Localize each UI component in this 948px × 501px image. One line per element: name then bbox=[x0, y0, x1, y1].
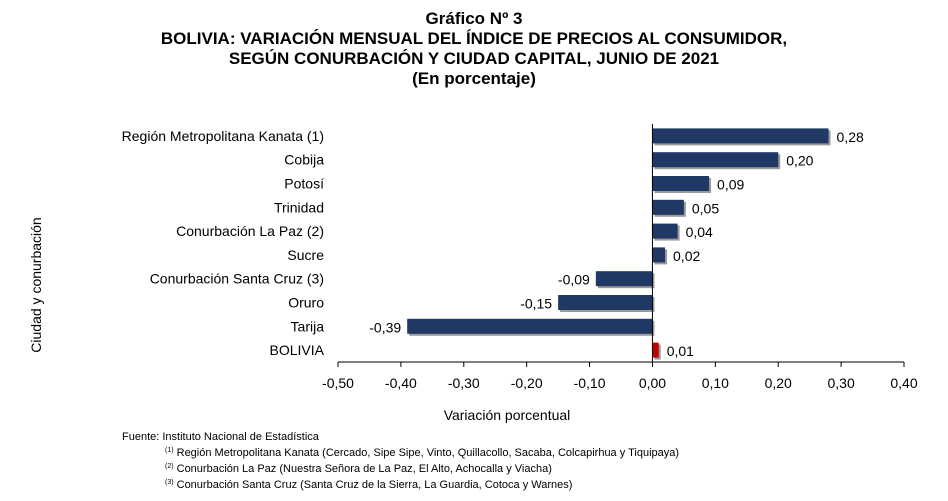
x-tick-label: -0,10 bbox=[574, 375, 606, 391]
x-tick-label: 0,00 bbox=[639, 375, 666, 391]
x-axis-title: Variación porcentual bbox=[444, 407, 571, 423]
footnote-1: (1) Región Metropolitana Kanata (Cercado… bbox=[122, 444, 679, 460]
chart-number-title: Gráfico Nº 3 bbox=[425, 9, 523, 28]
data-label: 0,20 bbox=[786, 153, 813, 169]
chart-title-line-1: BOLIVIA: VARIACIÓN MENSUAL DEL ÍNDICE DE… bbox=[160, 29, 788, 48]
footnote-2-text: Conurbación La Paz (Nuestra Señora de La… bbox=[173, 463, 552, 475]
category-label: Tarija bbox=[291, 318, 325, 334]
x-tick-label: 0,10 bbox=[702, 375, 729, 391]
x-tick-label: -0,20 bbox=[511, 375, 543, 391]
x-tick-label: -0,50 bbox=[322, 375, 354, 391]
bar bbox=[652, 223, 678, 239]
chart-titles: Gráfico Nº 3 BOLIVIA: VARIACIÓN MENSUAL … bbox=[0, 9, 948, 89]
data-label: -0,15 bbox=[520, 296, 552, 312]
data-label: 0,04 bbox=[686, 224, 713, 240]
bar bbox=[652, 152, 779, 168]
data-label: 0,05 bbox=[692, 200, 719, 216]
bar bbox=[558, 295, 653, 310]
chart-footer: Fuente: Instituto Nacional de Estadístic… bbox=[122, 431, 679, 492]
chart-title-line-2: SEGÚN CONURBACIÓN Y CIUDAD CAPITAL, JUNI… bbox=[228, 49, 720, 68]
source-note: Fuente: Instituto Nacional de Estadístic… bbox=[122, 431, 319, 443]
bar bbox=[652, 199, 684, 215]
category-label: Cobija bbox=[284, 152, 324, 168]
category-label: Conurbación La Paz (2) bbox=[176, 223, 324, 239]
data-label: 0,28 bbox=[837, 129, 864, 145]
footnote-3-text: Conurbación Santa Cruz (Santa Cruz de la… bbox=[173, 479, 573, 491]
x-tick-label: -0,40 bbox=[385, 375, 417, 391]
chart-subtitle: (En porcentaje) bbox=[412, 69, 536, 88]
footnote-2: (2) Conurbación La Paz (Nuestra Señora d… bbox=[122, 460, 679, 476]
category-label: Oruro bbox=[288, 295, 324, 311]
bar bbox=[652, 176, 710, 191]
x-tick-label: 0,20 bbox=[765, 375, 792, 391]
category-label: Conurbación Santa Cruz (3) bbox=[150, 271, 324, 287]
category-label: Región Metropolitana Kanata (1) bbox=[122, 128, 324, 144]
footnote-1-text: Región Metropolitana Kanata (Cercado, Si… bbox=[173, 447, 680, 459]
data-label: 0,09 bbox=[717, 177, 744, 193]
bar bbox=[407, 318, 653, 334]
data-label: 0,02 bbox=[673, 248, 700, 264]
data-label: -0,09 bbox=[558, 272, 590, 288]
x-tick-label: 0,30 bbox=[827, 375, 854, 391]
category-label: Trinidad bbox=[274, 199, 324, 215]
category-label: Potosí bbox=[284, 176, 324, 192]
x-tick-label: -0,30 bbox=[448, 375, 480, 391]
bar bbox=[595, 271, 653, 287]
bar bbox=[652, 247, 666, 263]
y-axis-title: Ciudad y conurbación bbox=[28, 217, 44, 352]
category-label: Sucre bbox=[287, 247, 324, 263]
data-label: 0,01 bbox=[667, 343, 694, 359]
footnote-2-mark: (2) bbox=[165, 463, 174, 470]
bar bbox=[652, 128, 829, 144]
footnote-3: (3) Conurbación Santa Cruz (Santa Cruz d… bbox=[122, 476, 679, 492]
bar bbox=[652, 342, 659, 358]
x-tick-label: 0,40 bbox=[890, 375, 917, 391]
category-label: BOLIVIA bbox=[270, 342, 325, 358]
footnote-1-mark: (1) bbox=[165, 447, 174, 454]
footnote-3-mark: (3) bbox=[165, 479, 174, 486]
data-label: -0,39 bbox=[369, 319, 401, 335]
